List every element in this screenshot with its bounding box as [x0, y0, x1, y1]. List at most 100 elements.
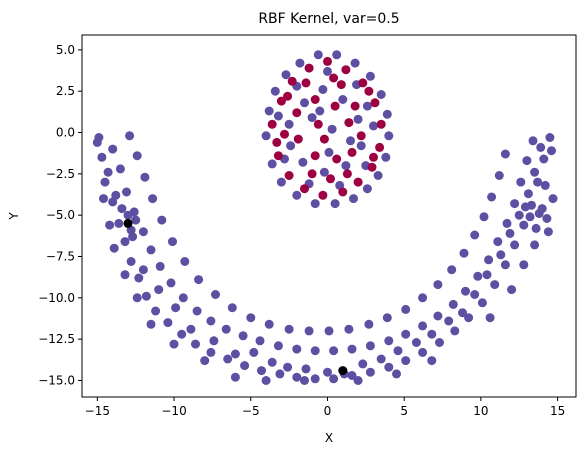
crescent-point [533, 177, 543, 187]
x-tick-label: −15 [85, 404, 110, 418]
circle-class-b-point [276, 96, 286, 106]
crescent-point [458, 308, 467, 318]
crescent-point [530, 167, 540, 177]
crescent-point [479, 212, 489, 222]
crescent-point [324, 326, 334, 336]
crescent-point [520, 202, 530, 212]
crescent-point [157, 215, 167, 225]
circle-class-b-point [367, 162, 377, 172]
circle-class-a-point [373, 171, 383, 180]
crescent-point [353, 376, 363, 385]
y-tick-label: 2.5 [56, 84, 75, 98]
crescent-point [435, 338, 444, 347]
crescent-point [411, 338, 421, 347]
crescent-point [191, 339, 200, 349]
crescent-point [507, 285, 517, 295]
crescent-point [114, 218, 124, 228]
circle-class-a-point [270, 86, 280, 96]
crescent-point [510, 240, 520, 250]
crescent-point [134, 273, 144, 283]
crescent-point [132, 151, 142, 161]
crescent-point [166, 278, 176, 288]
circle-class-a-point [330, 199, 340, 209]
crescent-point [347, 371, 357, 380]
circle-class-b-point [375, 142, 385, 152]
crescent-point [168, 237, 177, 247]
crescent-point [223, 354, 233, 364]
y-tick-label: −15.0 [38, 373, 75, 387]
crescent-point [522, 156, 532, 166]
crescent-point [393, 346, 403, 356]
circle-class-b-point [318, 190, 328, 200]
circle-class-b-point [293, 134, 303, 144]
circle-class-b-point [301, 78, 311, 88]
centers-point [123, 218, 133, 228]
crescent-point [365, 367, 375, 377]
x-tick-label: 10 [473, 404, 488, 418]
circle-class-a-point [327, 124, 337, 134]
crescent-point [154, 285, 164, 295]
crescent-point [146, 245, 156, 255]
crescent-point [126, 225, 136, 235]
crescent-point [401, 356, 411, 366]
crescent-point [537, 204, 547, 214]
circle-class-a-point [264, 106, 274, 116]
circle-class-b-point [267, 119, 277, 129]
circle-class-a-point [324, 147, 334, 157]
crescent-point [487, 192, 497, 202]
crescent-point [108, 144, 118, 154]
circle-class-b-point [369, 152, 378, 162]
crescent-point [240, 361, 250, 371]
circle-class-a-point [384, 131, 394, 141]
crescent-point [447, 265, 457, 275]
crescent-point [433, 311, 443, 321]
crescent-point [329, 346, 339, 356]
crescent-point [238, 331, 248, 341]
y-tick-label: −10.0 [38, 291, 75, 305]
crescent-point [418, 347, 428, 357]
circle-class-a-point [381, 152, 391, 162]
circle-class-a-point [341, 161, 351, 171]
crescent-point [548, 194, 558, 204]
crescent-point [209, 336, 219, 346]
crescent-point [493, 237, 503, 247]
crescent-point [490, 280, 500, 290]
crescent-point [347, 344, 357, 354]
circle-class-b-point [284, 171, 294, 180]
crescent-point [163, 318, 173, 328]
y-tick-label: −12.5 [38, 332, 75, 346]
crescent-point [382, 313, 392, 323]
circle-class-a-point [281, 70, 291, 80]
crescent-point [310, 374, 320, 384]
circle-class-b-point [344, 118, 354, 128]
circle-class-a-point [382, 109, 392, 119]
circle-class-a-point [356, 141, 366, 151]
crescent-point [230, 349, 240, 359]
x-tick-label: −10 [161, 404, 186, 418]
circle-class-b-point [341, 65, 351, 75]
crescent-point [500, 260, 510, 270]
circle-class-b-point [330, 101, 340, 111]
crescent-point [310, 346, 320, 356]
crescent-point [392, 369, 401, 379]
circle-class-b-point [342, 169, 352, 179]
crescent-point [531, 223, 541, 233]
circle-class-b-point [292, 108, 302, 118]
crescent-point [267, 357, 277, 367]
y-tick-label: 0.0 [56, 126, 75, 140]
crescent-point [257, 366, 266, 376]
circle-class-b-point [307, 169, 317, 179]
crescent-point [249, 347, 259, 357]
circle-class-a-point [365, 71, 375, 81]
x-tick-label: 5 [400, 404, 408, 418]
crescent-point [292, 344, 302, 354]
y-tick-label: −5.0 [46, 208, 75, 222]
circle-class-b-point [370, 98, 380, 108]
crescent-point [528, 136, 538, 146]
circle-class-a-point [350, 58, 360, 68]
crescent-point [97, 152, 107, 162]
crescent-point [542, 214, 552, 223]
crescent-point [547, 146, 556, 156]
crescent-point [523, 189, 533, 199]
circle-class-b-point [364, 86, 374, 96]
